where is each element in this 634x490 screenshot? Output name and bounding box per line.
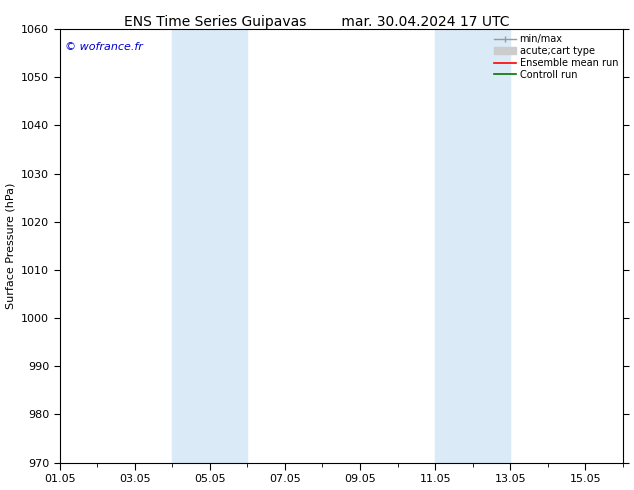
Y-axis label: Surface Pressure (hPa): Surface Pressure (hPa) [6, 183, 16, 309]
Text: ENS Time Series Guipavas        mar. 30.04.2024 17 UTC: ENS Time Series Guipavas mar. 30.04.2024… [124, 15, 510, 29]
Bar [435, 29, 510, 463]
Bar [172, 29, 247, 463]
Text: © wofrance.fr: © wofrance.fr [65, 42, 143, 52]
Legend: min/max, acute;cart type, Ensemble mean run, Controll run: min/max, acute;cart type, Ensemble mean … [491, 31, 621, 83]
